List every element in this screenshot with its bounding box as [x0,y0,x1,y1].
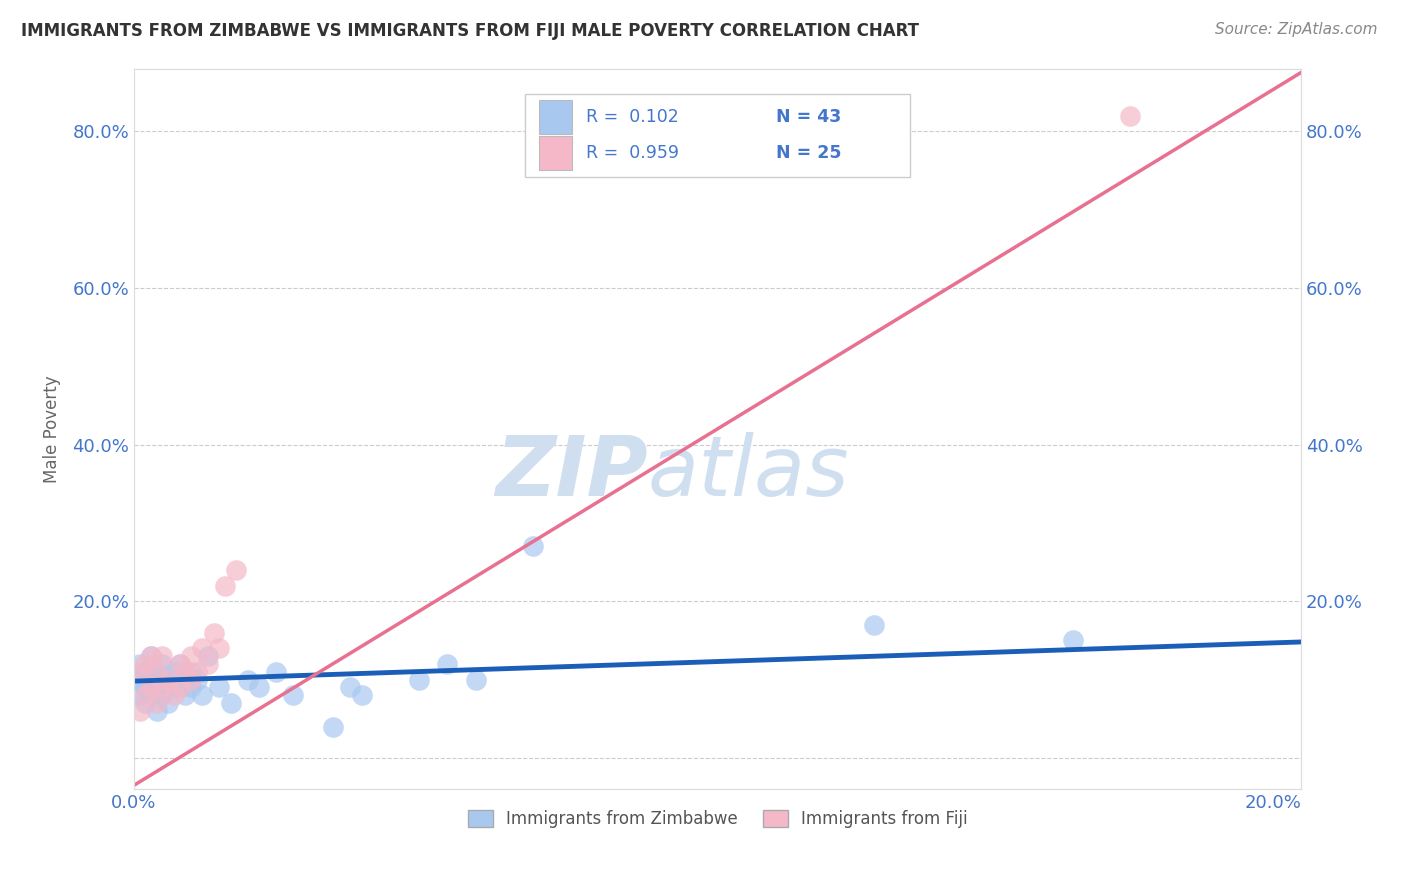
Point [139,688,162,702]
Text: N = 43: N = 43 [776,108,841,126]
Point [128,657,150,671]
Text: atlas: atlas [648,432,849,513]
Point [152,657,174,671]
Point [197,657,219,671]
Point [180,681,202,695]
Point [139,681,162,695]
Point [128,665,150,679]
Text: Source: ZipAtlas.com: Source: ZipAtlas.com [1215,22,1378,37]
Legend: Immigrants from Zimbabwe, Immigrants from Fiji: Immigrants from Zimbabwe, Immigrants fro… [461,804,974,835]
Point [152,648,174,663]
Point [225,563,247,577]
Point [163,665,186,679]
Point [152,673,174,687]
Point [283,688,305,702]
Point [157,696,180,710]
Point [1119,109,1142,123]
Point [191,641,214,656]
Point [266,665,288,679]
Point [145,681,167,695]
Point [169,657,191,671]
Point [128,673,150,687]
Point [202,625,225,640]
Point [174,688,197,702]
Point [464,673,486,687]
Point [247,681,270,695]
Point [145,665,167,679]
Point [169,681,191,695]
Point [197,648,219,663]
Point [157,673,180,687]
Point [186,673,208,687]
Text: R =  0.959: R = 0.959 [586,144,679,161]
Point [408,673,430,687]
Point [180,648,202,663]
Text: IMMIGRANTS FROM ZIMBABWE VS IMMIGRANTS FROM FIJI MALE POVERTY CORRELATION CHART: IMMIGRANTS FROM ZIMBABWE VS IMMIGRANTS F… [21,22,920,40]
Point [157,681,180,695]
Point [236,673,259,687]
Point [219,696,242,710]
Point [163,688,186,702]
Text: ZIP: ZIP [495,432,648,513]
Point [1062,633,1084,648]
Point [134,681,156,695]
Point [139,648,162,663]
Point [145,665,167,679]
Point [134,688,156,702]
Bar [538,100,572,134]
Point [169,657,191,671]
Point [152,681,174,695]
Point [322,720,344,734]
Point [134,657,156,671]
Point [350,688,373,702]
Point [214,578,236,592]
Bar [538,136,572,170]
Point [180,665,202,679]
Point [152,688,174,702]
Point [522,540,544,554]
Point [145,704,167,718]
FancyBboxPatch shape [524,94,910,177]
Point [186,665,208,679]
Point [128,704,150,718]
Point [145,696,167,710]
Point [180,673,202,687]
Text: R =  0.102: R = 0.102 [586,108,679,126]
Text: N = 25: N = 25 [776,144,841,161]
Point [339,681,361,695]
Point [174,673,197,687]
Point [163,673,186,687]
Point [208,681,231,695]
Point [191,688,214,702]
Point [134,665,156,679]
Point [128,688,150,702]
Point [139,648,162,663]
Point [863,617,886,632]
Point [139,673,162,687]
Point [208,641,231,656]
Point [174,665,197,679]
Point [169,681,191,695]
Y-axis label: Male Poverty: Male Poverty [44,375,60,483]
Point [134,696,156,710]
Point [436,657,458,671]
